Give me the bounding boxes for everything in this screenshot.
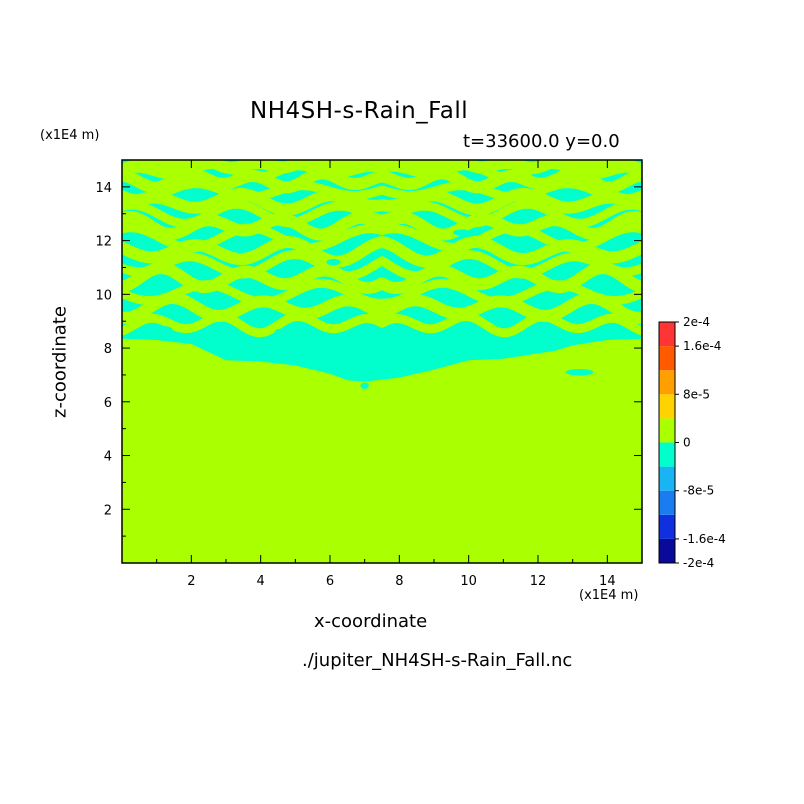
field-streak — [122, 292, 642, 324]
colorbar-swatch — [659, 442, 675, 467]
plot-frame — [121, 159, 643, 564]
x-axis-unit: (x1E4 m) — [579, 588, 639, 603]
negative-region — [122, 160, 642, 382]
chart-subtitle: t=33600.0 y=0.0 — [463, 131, 620, 152]
field-blob — [326, 258, 341, 266]
chart-title: NH4SH-s-Rain_Fall — [250, 98, 469, 124]
colorbar-tick-label: 1.6e-4 — [683, 339, 721, 353]
field-streak — [122, 250, 642, 280]
field-streak — [122, 160, 642, 182]
y-tick-label: 6 — [104, 396, 112, 411]
x-tick-label: 4 — [257, 574, 265, 589]
y-tick-label: 10 — [95, 288, 112, 303]
field-streak — [122, 179, 642, 204]
x-tick-label: 2 — [187, 574, 195, 589]
colorbar-swatch — [659, 538, 675, 563]
field-streak — [122, 211, 642, 241]
colorbar-tick-label: -2e-4 — [683, 556, 714, 570]
colorbar-swatch — [659, 394, 675, 419]
colorbar-tick-label: -8e-5 — [683, 484, 714, 498]
axes: 2 4 6 8 10 12 14 2 4 6 8 10 12 14 — [95, 160, 642, 589]
x-axis-label: x-coordinate — [314, 611, 428, 632]
x-tick-label: 8 — [395, 574, 403, 589]
colorbar-tick-label: 8e-5 — [683, 387, 710, 401]
field-streak — [122, 312, 642, 338]
field-streak — [122, 235, 642, 268]
y-tick-label: 12 — [95, 235, 112, 250]
y-axis-unit: (x1E4 m) — [40, 128, 100, 143]
field-streak — [122, 187, 642, 216]
colorbar-swatch — [659, 490, 675, 515]
field-blob — [154, 326, 173, 333]
x-tick-label: 10 — [460, 574, 477, 589]
field-blob — [453, 229, 471, 236]
colorbar-swatch — [659, 466, 675, 491]
colorbar-tick-label: 0 — [683, 436, 691, 450]
field-streak — [122, 278, 642, 308]
colorbar-tick-label: -1.6e-4 — [683, 532, 726, 546]
colorbar: 2e-4 1.6e-4 8e-5 0 -8e-5 -1.6e-4 -2e-4 — [658, 315, 726, 570]
y-tick-label: 4 — [104, 450, 112, 465]
x-tick-label: 14 — [599, 574, 616, 589]
field-blob — [565, 369, 594, 376]
field-streak — [122, 167, 642, 194]
colorbar-swatch — [659, 346, 675, 371]
x-tick-label: 12 — [530, 574, 547, 589]
colorbar-tick-label: 2e-4 — [683, 315, 710, 329]
colorbar-swatch — [659, 514, 675, 539]
colorbar-swatch — [659, 418, 675, 443]
source-filename: ./jupiter_NH4SH-s-Rain_Fall.nc — [302, 650, 573, 671]
y-tick-label: 14 — [95, 181, 112, 196]
y-tick-label: 2 — [104, 503, 112, 518]
field-blob — [274, 328, 289, 336]
contour-field — [122, 160, 642, 563]
colorbar-swatch — [659, 322, 675, 347]
y-tick-label: 8 — [104, 342, 112, 357]
field-blob — [425, 363, 436, 371]
x-tick-label: 6 — [326, 574, 334, 589]
field-blob — [360, 382, 369, 389]
colorbar-swatch — [659, 370, 675, 395]
